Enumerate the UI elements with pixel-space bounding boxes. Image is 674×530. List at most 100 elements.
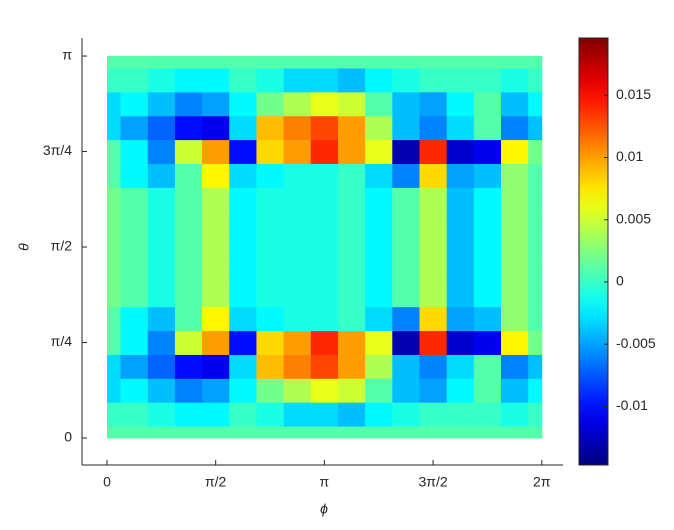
heatmap-cell (174, 282, 203, 308)
heatmap-cell (174, 235, 203, 260)
heatmap-cell (528, 354, 543, 379)
y-tick-label: 3π/4 (43, 142, 72, 158)
heatmap-cell (120, 91, 149, 117)
heatmap-cell (106, 426, 122, 439)
heatmap-cell (473, 354, 502, 379)
heatmap-cell (419, 258, 448, 284)
heatmap-cell (229, 115, 257, 141)
heatmap-cell (229, 378, 257, 403)
heatmap-cell (202, 115, 230, 141)
heatmap-cell (337, 235, 366, 260)
heatmap-cell (392, 402, 420, 427)
heatmap-cell (256, 211, 285, 236)
heatmap-cell (283, 67, 312, 93)
heatmap-cell (229, 235, 257, 260)
heatmap-cell (106, 306, 122, 332)
heatmap-cell (446, 115, 475, 141)
heatmap-cell (256, 91, 285, 117)
heatmap-cell (174, 211, 203, 236)
heatmap-cell (446, 330, 475, 355)
heatmap-cell (229, 426, 257, 439)
heatmap-cell (147, 67, 176, 93)
heatmap-cell (174, 306, 203, 332)
heatmap-cell (106, 258, 122, 284)
heatmap-cell (501, 235, 529, 260)
heatmap-cell (528, 115, 543, 141)
heatmap-cell (256, 426, 285, 439)
heatmap-cell (337, 378, 366, 403)
heatmap-cell (229, 67, 257, 93)
heatmap-cell (283, 56, 312, 69)
heatmap-cell (106, 115, 122, 141)
x-tick-label: π/2 (205, 474, 227, 490)
heatmap-cell (106, 330, 122, 355)
heatmap-cell (256, 282, 285, 308)
heatmap-cell (106, 163, 122, 188)
heatmap-cell (365, 163, 393, 188)
heatmap-cell (528, 187, 543, 212)
heatmap-cell (147, 282, 176, 308)
heatmap-cell (174, 187, 203, 212)
heatmap-cell (174, 67, 203, 93)
heatmap-cell (147, 139, 176, 164)
heatmap-cell (365, 67, 393, 93)
heatmap-cell (337, 115, 366, 141)
heatmap-cell (202, 91, 230, 117)
heatmap-cell (419, 402, 448, 427)
heatmap-cell (365, 258, 393, 284)
heatmap-cell (256, 235, 285, 260)
heatmap-cell (256, 187, 285, 212)
heatmap-cell (147, 306, 176, 332)
heatmap-cell (473, 56, 502, 69)
heatmap-cell (310, 258, 339, 284)
colorbar-tick-label: -0.01 (616, 397, 648, 413)
heatmap-cell (473, 91, 502, 117)
heatmap-cell (501, 91, 529, 117)
heatmap-cell (337, 306, 366, 332)
heatmap-cell (501, 163, 529, 188)
heatmap-cell (446, 235, 475, 260)
heatmap-cell (283, 91, 312, 117)
heatmap-cell (147, 330, 176, 355)
x-axis-label: ϕ (320, 501, 328, 517)
heatmap-cell (419, 235, 448, 260)
heatmap-cell (392, 187, 420, 212)
heatmap-cell (256, 402, 285, 427)
heatmap-cell (106, 235, 122, 260)
heatmap-cell (120, 163, 149, 188)
heatmap-cell (229, 56, 257, 69)
x-tick-label: 3π/2 (419, 474, 448, 490)
heatmap-cell (392, 378, 420, 403)
heatmap-cell (528, 139, 543, 164)
heatmap-cell (528, 378, 543, 403)
heatmap-cell (106, 56, 122, 69)
heatmap-cell (120, 330, 149, 355)
heatmap-cell (106, 139, 122, 164)
colorbar-tick-label: 0.01 (616, 148, 643, 164)
heatmap-cell (174, 258, 203, 284)
heatmap-cell (106, 402, 122, 427)
heatmap-cell (473, 282, 502, 308)
heatmap-cell (202, 56, 230, 69)
colorbar-tick-label: 0.015 (616, 86, 651, 102)
heatmap-cell (419, 56, 448, 69)
heatmap-cell (473, 258, 502, 284)
x-tick-label: 0 (103, 474, 111, 490)
heatmap-cell (174, 163, 203, 188)
heatmap-cell (365, 187, 393, 212)
heatmap-cell (174, 56, 203, 69)
heatmap-cell (419, 354, 448, 379)
heatmap-cell (446, 139, 475, 164)
heatmap-cell (501, 282, 529, 308)
heatmap-cell (202, 139, 230, 164)
heatmap-cell (365, 56, 393, 69)
heatmap-cell (256, 115, 285, 141)
heatmap-cell (473, 115, 502, 141)
heatmap-cell (528, 91, 543, 117)
heatmap-cell (473, 235, 502, 260)
heatmap-cell (283, 330, 312, 355)
heatmap-cell (501, 187, 529, 212)
x-tick-label: π (320, 474, 330, 490)
heatmap-cell (365, 282, 393, 308)
